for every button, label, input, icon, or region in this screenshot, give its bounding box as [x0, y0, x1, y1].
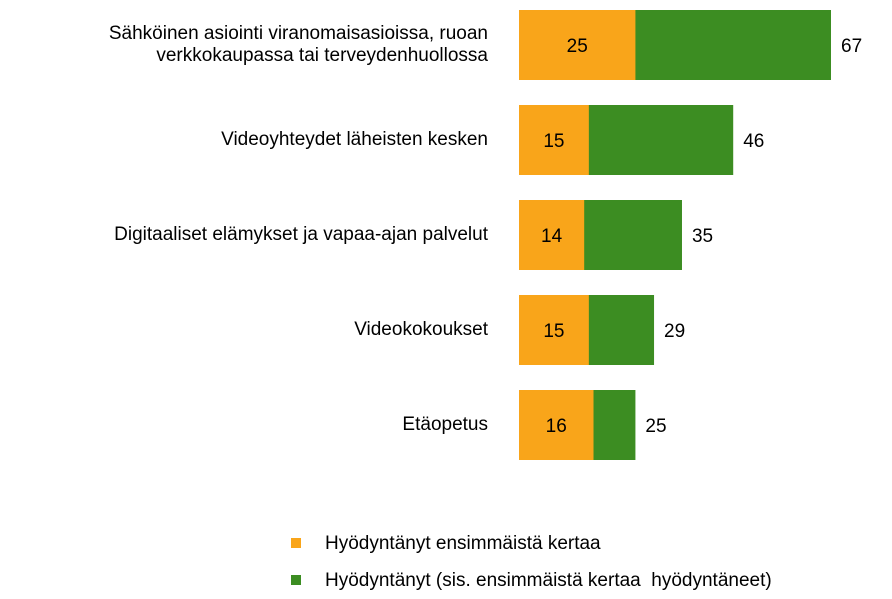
value-label: 46 — [743, 131, 764, 152]
value-label: 25 — [567, 36, 588, 57]
category-label: Videoyhteydet läheisten kesken — [221, 129, 488, 150]
value-label: 25 — [645, 416, 666, 437]
value-label: 29 — [664, 321, 685, 342]
value-label: 67 — [841, 36, 862, 57]
category-label: Etäopetus — [402, 414, 488, 435]
legend-swatch — [291, 575, 301, 585]
category-label: Sähköinen asiointi viranomaisasioissa, r… — [109, 23, 489, 66]
bar — [519, 105, 589, 175]
value-label: 14 — [541, 226, 563, 247]
bar — [519, 295, 589, 365]
value-label: 15 — [543, 321, 564, 342]
legend-swatch — [291, 538, 301, 548]
bar — [519, 10, 636, 80]
value-label: 15 — [543, 131, 564, 152]
value-label: 35 — [692, 226, 713, 247]
value-label: 16 — [546, 416, 567, 437]
category-label: Digitaaliset elämykset ja vapaa-ajan pal… — [114, 224, 489, 245]
legend-label: Hyödyntänyt ensimmäistä kertaa — [325, 533, 601, 554]
bar — [519, 200, 585, 270]
category-label: Videokokoukset — [354, 319, 489, 340]
legend-label: Hyödyntänyt (sis. ensimmäistä kertaa hyö… — [325, 570, 772, 591]
bar — [519, 390, 594, 460]
